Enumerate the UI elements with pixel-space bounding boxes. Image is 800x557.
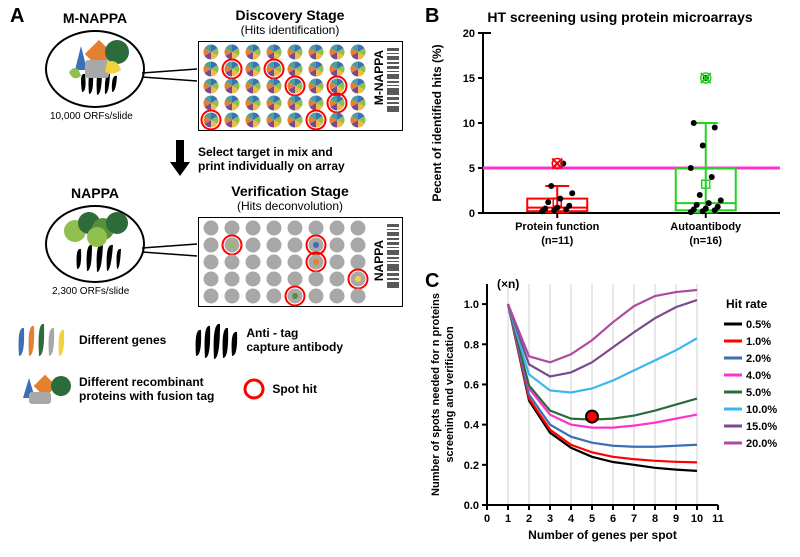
legend-genes-label: Different genes [79, 333, 166, 347]
svg-text:2.0%: 2.0% [746, 353, 771, 365]
svg-text:0.5%: 0.5% [746, 319, 771, 331]
discovery-stage-title: Discovery Stage [190, 7, 390, 23]
transition-text: Select target in mix and print individua… [198, 145, 345, 173]
svg-text:5.0%: 5.0% [746, 387, 771, 399]
mnappa-array-label: M-NAPPA [372, 50, 386, 105]
legend-genes: Different genes [15, 320, 166, 360]
mnappa-oval [45, 30, 145, 108]
genes-icon [15, 320, 73, 360]
svg-text:Autoantibody: Autoantibody [670, 221, 742, 233]
nappa-orfs-label: 2,300 ORFs/slide [52, 286, 129, 297]
legend: Different genes Anti - tag capture antib… [15, 320, 415, 412]
svg-text:Protein function: Protein function [515, 221, 600, 233]
svg-text:7: 7 [631, 513, 637, 525]
svg-text:5: 5 [469, 163, 475, 175]
svg-text:0.4: 0.4 [464, 420, 480, 432]
mnappa-title: M-NAPPA [40, 10, 150, 26]
svg-text:0.8: 0.8 [464, 339, 479, 351]
panel-a: A M-NAPPA 10,000 ORFs/slide Discovery St… [10, 5, 415, 550]
svg-text:(n=16): (n=16) [689, 235, 722, 247]
svg-text:0: 0 [469, 208, 475, 220]
svg-text:(n=11): (n=11) [541, 235, 573, 247]
svg-text:1: 1 [505, 513, 511, 525]
legend-antibody-label: Anti - tag capture antibody [246, 326, 343, 354]
barcode-icon [387, 224, 399, 288]
down-arrow-icon [170, 140, 190, 176]
legend-spot-hit-label: Spot hit [272, 382, 317, 396]
svg-text:(×n): (×n) [497, 277, 519, 291]
svg-text:0.2: 0.2 [464, 460, 479, 472]
svg-text:15.0%: 15.0% [746, 421, 777, 433]
svg-text:screening and verification: screening and verification [444, 326, 456, 463]
svg-text:3: 3 [547, 513, 553, 525]
svg-text:Number of spots needed for n p: Number of spots needed for n proteins [430, 293, 442, 496]
legend-recombinant-label: Different recombinant proteins with fusi… [79, 375, 214, 403]
legend-spot-hit: Spot hit [242, 377, 317, 401]
svg-text:0: 0 [484, 513, 490, 525]
svg-text:2: 2 [526, 513, 532, 525]
svg-text:10: 10 [463, 118, 475, 130]
svg-text:Pecent of identified hits (%): Pecent of identified hits (%) [430, 44, 444, 201]
svg-text:9: 9 [673, 513, 679, 525]
svg-text:20: 20 [463, 28, 475, 40]
svg-text:4.0%: 4.0% [746, 370, 771, 382]
nappa-title: NAPPA [40, 185, 150, 201]
barcode-icon [387, 48, 399, 112]
svg-text:8: 8 [652, 513, 658, 525]
mnappa-array: M-NAPPA [198, 41, 403, 131]
svg-text:10: 10 [691, 513, 703, 525]
verification-stage-title: Verification Stage [190, 183, 390, 199]
svg-text:1.0: 1.0 [464, 299, 479, 311]
svg-text:1.0%: 1.0% [746, 336, 771, 348]
svg-text:20.0%: 20.0% [746, 438, 777, 450]
verification-stage-subtitle: (Hits deconvolution) [190, 199, 390, 213]
nappa-oval [45, 205, 145, 283]
svg-text:0.0: 0.0 [464, 500, 479, 512]
panel-c: C 0.00.20.40.60.81.001234567891011(×n)Nu… [425, 270, 790, 550]
svg-text:0.6: 0.6 [464, 379, 479, 391]
mnappa-orfs-label: 10,000 ORFs/slide [50, 111, 133, 122]
panel-b-title: HT screening using protein microarrays [455, 9, 785, 25]
nappa-array-label: NAPPA [372, 240, 386, 281]
svg-text:Hit rate: Hit rate [726, 297, 768, 311]
panel-a-label: A [10, 5, 24, 28]
svg-text:10.0%: 10.0% [746, 404, 777, 416]
svg-text:6: 6 [610, 513, 616, 525]
nappa-array: NAPPA [198, 217, 403, 307]
svg-text:15: 15 [463, 73, 475, 85]
discovery-stage-subtitle: (Hits identification) [190, 23, 390, 37]
recombinant-icon [15, 370, 73, 408]
legend-recombinant: Different recombinant proteins with fusi… [15, 370, 214, 408]
svg-text:5: 5 [589, 513, 595, 525]
spot-hit-icon [242, 377, 266, 401]
antibody-icon [190, 320, 240, 360]
panel-b: B HT screening using protein microarrays… [425, 5, 790, 255]
legend-antibody: Anti - tag capture antibody [190, 320, 343, 360]
svg-text:4: 4 [568, 513, 575, 525]
svg-text:Number of genes per spot: Number of genes per spot [528, 528, 677, 542]
svg-text:11: 11 [712, 513, 724, 525]
